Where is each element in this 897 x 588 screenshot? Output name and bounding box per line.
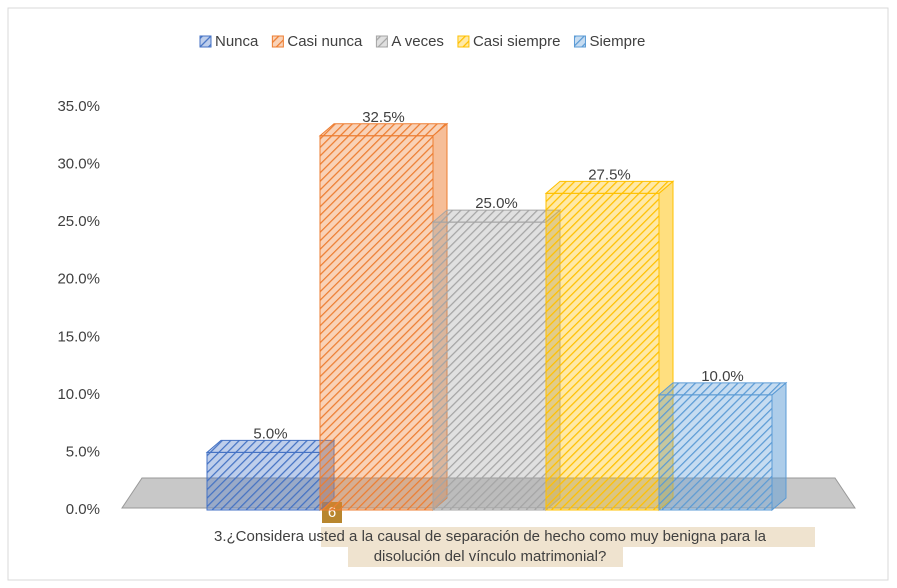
y-tick-label: 0.0%	[66, 501, 100, 518]
x-axis-title: disolución del vínculo matrimonial?	[374, 548, 607, 565]
y-tick-label: 35.0%	[57, 98, 100, 115]
data-label: 5.0%	[253, 425, 287, 442]
y-tick-label: 15.0%	[57, 328, 100, 345]
highlight	[321, 527, 815, 547]
legend-swatch	[457, 35, 470, 48]
y-tick-label: 30.0%	[57, 156, 100, 173]
y-tick-label: 5.0%	[66, 443, 100, 460]
legend-label: Casi nunca	[287, 33, 363, 50]
data-label: 10.0%	[701, 368, 744, 385]
y-tick-label: 20.0%	[57, 271, 100, 288]
bar	[319, 135, 434, 511]
legend-swatch	[573, 35, 586, 48]
y-tick-label: 10.0%	[57, 386, 100, 403]
bar-side	[771, 381, 787, 512]
data-label: 25.0%	[475, 195, 518, 212]
bar	[206, 451, 321, 511]
legend-label: Siempre	[589, 33, 645, 50]
bar	[658, 394, 773, 511]
legend-swatch	[271, 35, 284, 48]
x-axis-title: 3.¿Considera usted a la causal de separa…	[214, 528, 767, 545]
y-tick-label: 25.0%	[57, 213, 100, 230]
highlight	[348, 547, 623, 567]
legend-label: Nunca	[215, 33, 259, 50]
legend-label: A veces	[391, 33, 444, 50]
data-label: 27.5%	[588, 166, 631, 183]
bar	[545, 192, 660, 511]
annotation: 6	[328, 504, 336, 521]
legend-swatch	[375, 35, 388, 48]
legend-swatch	[199, 35, 212, 48]
data-label: 32.5%	[362, 109, 405, 126]
legend-label: Casi siempre	[473, 33, 561, 50]
bar	[432, 221, 547, 511]
